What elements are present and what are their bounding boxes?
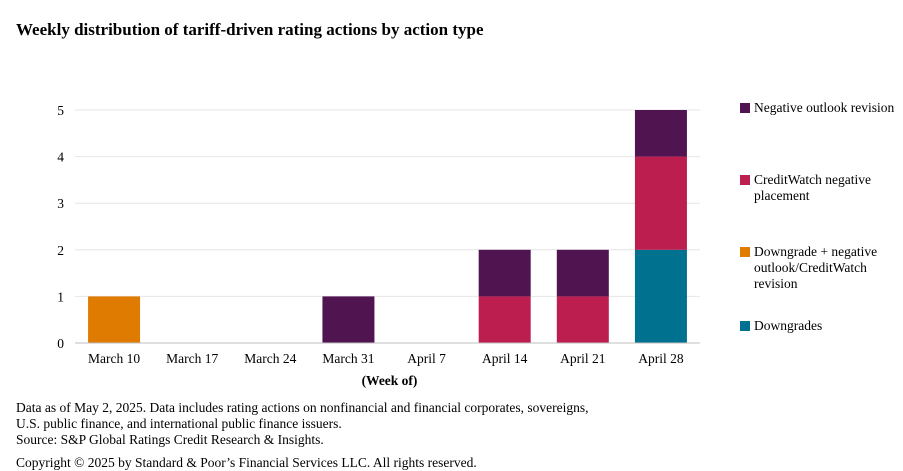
x-tick-label: March 10: [88, 351, 140, 366]
y-tick-label: 2: [57, 243, 64, 258]
legend-label: CreditWatch negative placement: [754, 172, 871, 203]
x-tick-label: March 31: [322, 351, 374, 366]
x-tick-label: April 14: [482, 351, 528, 366]
legend-swatch: [740, 321, 750, 331]
bar-segment: [556, 249, 609, 297]
x-tick-label: April 7: [407, 351, 446, 366]
y-tick-label: 0: [57, 336, 64, 351]
bar-segment: [634, 156, 687, 250]
bar-segment: [88, 296, 141, 343]
x-tick-label: March 24: [244, 351, 296, 366]
bar-segment: [322, 296, 375, 343]
legend-swatch: [740, 175, 750, 185]
x-tick-label: March 17: [166, 351, 218, 366]
footnote-data-note-2: U.S. public finance, and international p…: [16, 416, 342, 431]
x-axis-ticks: March 10 March 17 March 24 March 31 April 7 A…: [88, 351, 684, 366]
legend-label: Negative outlook revision: [754, 100, 895, 115]
x-tick-label: April 21: [560, 351, 605, 366]
bar-segment: [634, 110, 687, 157]
footnote-source: Source: S&P Global Ratings Credit Resear…: [16, 432, 324, 447]
y-tick-label: 4: [57, 150, 64, 165]
bar-segment: [478, 249, 531, 297]
bars: [88, 110, 687, 343]
y-tick-label: 1: [57, 289, 64, 304]
legend-label: Downgrades: [754, 318, 823, 333]
y-tick-label: 3: [57, 196, 64, 211]
footnotes: Data as of May 2, 2025. Data includes ra…: [16, 400, 588, 448]
legend-swatch: [740, 247, 750, 257]
legend-swatch: [740, 103, 750, 113]
bar-segment: [556, 296, 609, 343]
x-axis-label: (Week of): [362, 373, 418, 388]
copyright: Copyright © 2025 by Standard & Poor’s Fi…: [16, 455, 477, 470]
y-tick-label: 5: [57, 103, 64, 118]
legend-label: Downgrade + negative outlook/CreditWatch…: [754, 244, 878, 291]
x-tick-label: April 28: [638, 351, 684, 366]
bar-segment: [478, 296, 531, 343]
y-axis-ticks: 0 1 2 3 4 5: [57, 103, 64, 351]
bar-segment: [634, 249, 687, 343]
footnote-data-note-1: Data as of May 2, 2025. Data includes ra…: [16, 400, 589, 415]
chart-title: Weekly distribution of tariff-driven rat…: [16, 20, 484, 39]
